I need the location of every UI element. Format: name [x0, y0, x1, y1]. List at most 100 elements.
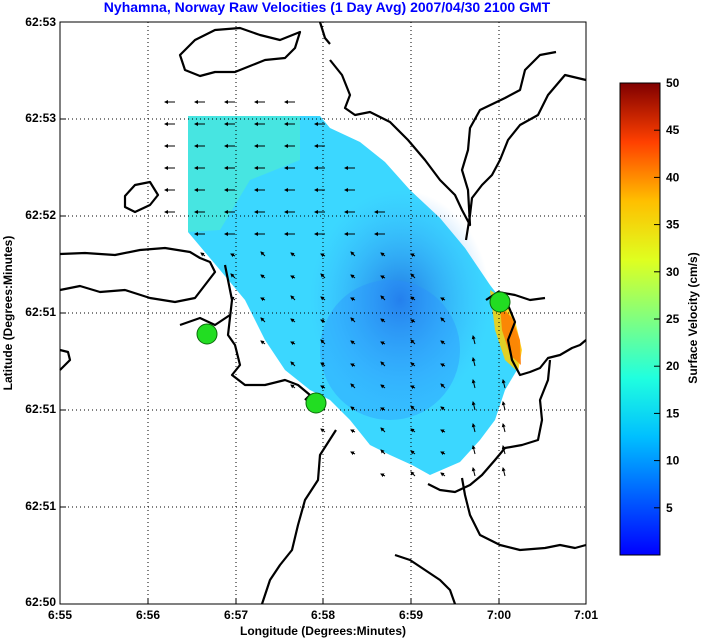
arrow-icon — [380, 473, 386, 478]
colorbar-tick-label: 45 — [666, 123, 680, 137]
arrow-icon — [350, 317, 356, 323]
y-tick-label: 62:51 — [25, 305, 56, 319]
arrow-icon — [440, 429, 446, 434]
y-tick-label: 62:53 — [25, 111, 56, 125]
colorbar-ticks: 50 45 40 35 30 25 20 15 10 5 — [654, 76, 680, 515]
arrow-icon — [350, 251, 356, 257]
coast-islet — [123, 180, 160, 214]
arrow-icon — [320, 362, 326, 367]
arrow-icon — [320, 319, 326, 324]
colorbar-tick-label: 15 — [666, 406, 680, 420]
arrow-icon — [320, 296, 326, 301]
arrow-icon — [410, 428, 416, 433]
arrow-icon — [440, 406, 446, 411]
x-tick-label: 6:58 — [311, 608, 335, 622]
arrow-icon — [501, 467, 506, 477]
arrow-icon — [380, 275, 386, 280]
x-tick-label: 6:59 — [399, 608, 423, 622]
arrow-icon — [260, 317, 266, 323]
arrow-icon — [260, 297, 266, 302]
y-tick-label: 62:51 — [25, 402, 56, 416]
arrow-icon — [471, 357, 476, 367]
arrow-icon — [440, 383, 446, 389]
velocity-field — [188, 116, 522, 475]
x-axis-label: Longitude (Degrees:Minutes) — [240, 624, 406, 638]
arrow-icon — [471, 335, 476, 345]
arrow-icon — [320, 253, 326, 258]
arrow-icon — [380, 384, 386, 389]
arrow-icon — [290, 275, 296, 280]
arrow-icon — [380, 361, 386, 367]
velocity-band-west — [188, 116, 300, 232]
arrow-icon — [290, 295, 296, 301]
arrow-icon — [410, 339, 416, 345]
arrow-icon — [471, 467, 476, 477]
station-east-icon — [489, 291, 511, 313]
arrow-icon — [290, 341, 296, 346]
arrow-icon — [380, 295, 386, 301]
y-tick-label: 62:52 — [25, 208, 56, 222]
x-axis-ticks: 6:55 6:56 6:57 6:58 6:59 7:00 7:01 — [48, 598, 598, 622]
arrow-icon — [260, 274, 266, 279]
colorbar-tick-label: 40 — [666, 170, 680, 184]
arrow-icon — [290, 384, 296, 389]
stations — [196, 291, 511, 414]
colorbar-label: Surface Velocity (cm/s) — [686, 252, 700, 383]
x-tick-label: 6:57 — [224, 608, 248, 622]
arrow-icon — [380, 318, 386, 323]
colorbar: 50 45 40 35 30 25 20 15 10 5 Surface Velocity (cm… — [619, 76, 700, 556]
arrow-icon — [230, 253, 236, 258]
arrow-icon — [440, 297, 446, 302]
arrow-icon — [471, 379, 476, 389]
arrow-icon — [350, 340, 356, 345]
arrow-icon — [320, 428, 326, 433]
colorbar-gradient — [619, 82, 661, 556]
arrow-icon — [501, 445, 506, 455]
arrow-icon — [350, 429, 356, 434]
arrow-icon — [350, 274, 356, 279]
arrow-icon — [440, 451, 446, 456]
colorbar-tick-label: 20 — [666, 359, 680, 373]
arrow-icon — [350, 363, 356, 368]
arrow-icon — [320, 339, 326, 345]
arrow-icon — [410, 450, 416, 455]
coast-east-upper — [464, 73, 587, 241]
arrow-icon — [200, 252, 206, 257]
plot-area — [59, 21, 587, 605]
arrow-icon — [501, 379, 506, 389]
arrow-icon — [501, 423, 506, 433]
arrow-icon — [350, 383, 356, 389]
arrow-icon — [320, 273, 326, 279]
arrow-icon — [410, 362, 416, 367]
y-axis-label: Latitude (Degrees:Minutes) — [1, 236, 15, 391]
arrow-icon — [230, 296, 236, 301]
coastline — [59, 21, 587, 605]
x-tick-label: 6:56 — [136, 608, 160, 622]
colorbar-tick-label: 50 — [666, 76, 680, 90]
arrow-icon — [410, 273, 416, 279]
colorbar-tick-label: 25 — [666, 312, 680, 326]
colorbar-tick-label: 30 — [666, 265, 680, 279]
coast-west-peninsula — [59, 246, 217, 304]
coast-south-bay — [394, 553, 457, 605]
station-west-icon — [196, 323, 218, 345]
arrow-icon — [380, 427, 386, 433]
arrow-icon — [410, 296, 416, 301]
arrow-icon — [410, 471, 416, 477]
arrow-icon — [440, 317, 446, 323]
arrow-icon — [350, 406, 356, 411]
y-tick-label: 62:50 — [25, 595, 56, 609]
grid — [60, 22, 586, 604]
slow-core-2 — [320, 280, 460, 420]
coast-east-cove — [506, 304, 587, 377]
coast-south-east-shore — [460, 477, 587, 552]
arrow-icon — [471, 445, 476, 455]
arrow-icon — [501, 401, 506, 411]
arrow-icon — [471, 423, 476, 433]
arrow-icon — [440, 340, 446, 345]
arrow-icon — [410, 385, 416, 390]
arrow-icon — [230, 273, 236, 279]
arrow-icon — [380, 341, 386, 346]
coast-inlet-top — [318, 21, 331, 45]
